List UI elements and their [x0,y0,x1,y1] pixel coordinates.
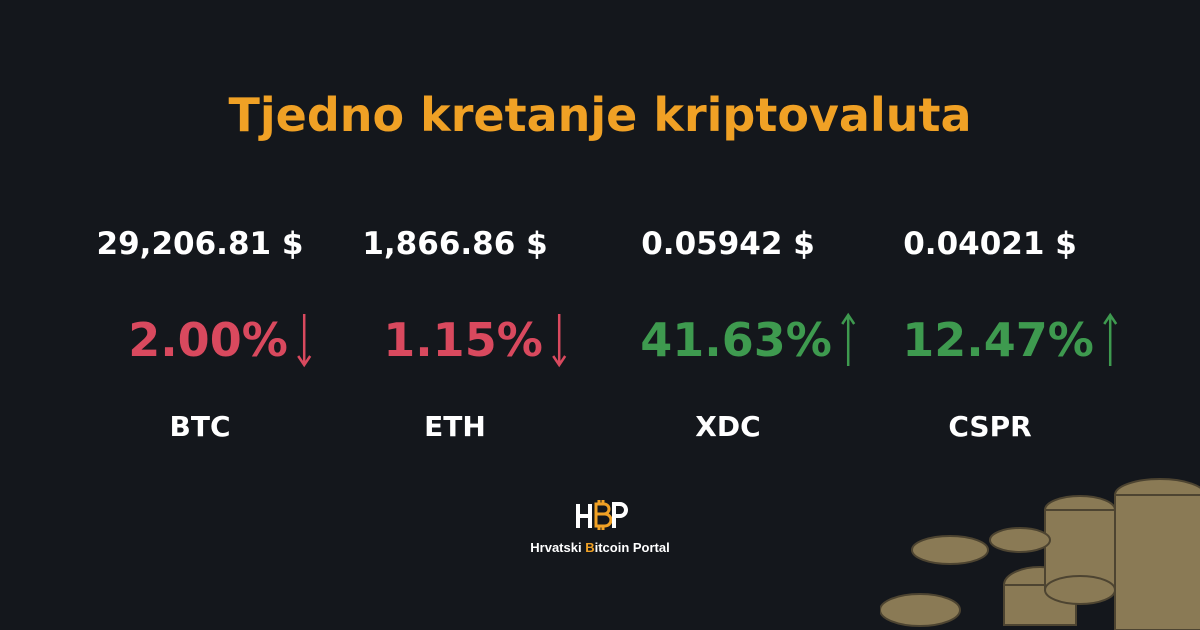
price: 1,866.86 $ [362,226,548,262]
symbol: XDC [695,410,761,443]
trend-arrow [840,312,855,366]
trend-arrow [296,314,311,368]
change: 2.00% [128,312,312,368]
coins [880,478,1200,630]
change-value: 12.47% [902,313,1094,367]
price: 0.05942 $ [641,226,815,262]
logo-word: Bitcoin [585,540,630,555]
price: 0.04021 $ [903,226,1077,262]
symbol: CSPR [948,410,1032,443]
symbol: BTC [169,410,231,443]
change: 41.63% [640,312,856,368]
trend-arrow [1102,312,1117,366]
title: Tjedno kretanje kriptovaluta [228,88,972,142]
price: 29,206.81 $ [96,226,304,262]
logo-mark [576,500,628,530]
logo-word: Hrvatski [530,540,582,555]
change-value: 1.15% [383,313,543,367]
change: 12.47% [902,312,1118,368]
change: 1.15% [383,312,567,368]
logo-word: Portal [632,540,670,555]
symbol: ETH [424,410,486,443]
logo-caption: Hrvatski Bitcoin Portal [530,540,669,555]
change-value: 2.00% [128,313,288,367]
change-value: 41.63% [640,313,832,367]
trend-arrow [551,314,566,368]
